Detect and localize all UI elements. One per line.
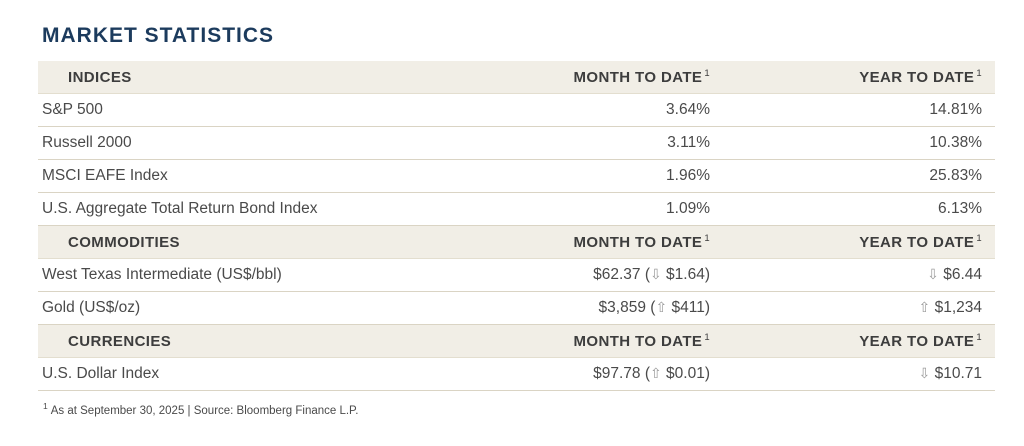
market-statistics-table: INDICES MONTH TO DATE 1 YEAR TO DATE 1 S&P 50… <box>38 61 995 391</box>
section-name: COMMODITIES <box>38 234 480 251</box>
ytd-value: 25.83% <box>710 167 995 185</box>
column-header-label: YEAR TO DATE <box>859 233 975 251</box>
table-row: West Texas Intermediate (US$/bbl) $62.37 … <box>38 259 995 292</box>
ytd-value: 6.13% <box>710 200 995 218</box>
row-label: U.S. Dollar Index <box>38 365 480 383</box>
page-title: MARKET STATISTICS <box>42 24 275 47</box>
column-header-label: MONTH TO DATE <box>573 68 703 86</box>
change-text: $6.44 <box>943 266 982 283</box>
ytd-value: ⇩ $10.71 <box>710 365 995 383</box>
value-text: 14.81% <box>929 101 982 118</box>
up-arrow-icon: ⇧ <box>655 300 668 316</box>
up-arrow-icon: ⇧ <box>918 300 931 316</box>
column-header-label: MONTH TO DATE <box>573 233 703 251</box>
footnote-marker: 1 <box>704 68 710 79</box>
table-row: MSCI EAFE Index 1.96% 25.83% <box>38 160 995 193</box>
ytd-value: ⇩ $6.44 <box>710 266 995 284</box>
column-header-label: MONTH TO DATE <box>573 332 703 350</box>
value-text: 3.64% <box>666 101 710 118</box>
footnote-marker: 1 <box>976 233 982 244</box>
row-label-text: West Texas Intermediate (US$/bbl) <box>42 266 282 283</box>
section-name: INDICES <box>38 69 480 86</box>
column-header-ytd: YEAR TO DATE 1 <box>710 69 995 86</box>
section-name: CURRENCIES <box>38 333 480 350</box>
column-header-label: YEAR TO DATE <box>859 68 975 86</box>
mtd-value: 1.09% <box>480 200 710 218</box>
footnote-marker: 1 <box>976 332 982 343</box>
ytd-value: ⇧ $1,234 <box>710 299 995 317</box>
column-header-ytd: YEAR TO DATE 1 <box>710 333 995 350</box>
change-text: $0.01 <box>666 365 705 382</box>
down-arrow-icon: ⇩ <box>918 366 931 382</box>
down-arrow-icon: ⇩ <box>649 267 662 283</box>
mtd-value: 3.64% <box>480 101 710 119</box>
table-row: U.S. Dollar Index $97.78 (⇧ $0.01) ⇩ $10.7… <box>38 358 995 391</box>
row-label-text: Gold (US$/oz) <box>42 299 141 316</box>
value-text: 10.38% <box>929 134 982 151</box>
row-label: Gold (US$/oz) <box>38 299 480 317</box>
row-label: MSCI EAFE Index <box>38 167 480 185</box>
value-text: 6.13% <box>938 200 982 217</box>
section-name-label: INDICES <box>68 68 132 86</box>
table-row: Gold (US$/oz) $3,859 (⇧ $411) ⇧ $1,234 <box>38 292 995 325</box>
mtd-value: $3,859 (⇧ $411) <box>598 299 710 316</box>
mtd-value: $97.78 (⇧ $0.01) <box>593 365 710 382</box>
section-name-label: COMMODITIES <box>68 233 180 251</box>
footnote-marker: 1 <box>976 68 982 79</box>
row-label-text: MSCI EAFE Index <box>42 167 168 184</box>
value-text: $97.78 <box>593 365 641 382</box>
mtd-value: 3.11% <box>480 134 710 152</box>
table-row: Russell 2000 3.11% 10.38% <box>38 127 995 160</box>
column-header-mtd: MONTH TO DATE 1 <box>480 69 710 86</box>
row-label-text: U.S. Aggregate Total Return Bond Index <box>42 200 318 217</box>
table-row: S&P 500 3.64% 14.81% <box>38 94 995 127</box>
column-header-label: YEAR TO DATE <box>859 332 975 350</box>
footnote-marker: 1 <box>704 233 710 244</box>
column-header-mtd: MONTH TO DATE 1 <box>480 333 710 350</box>
value-text: 1.96% <box>666 167 710 184</box>
row-label: Russell 2000 <box>38 134 480 152</box>
row-label-text: Russell 2000 <box>42 134 132 151</box>
change-text: $10.71 <box>934 365 982 382</box>
change-text: $1.64 <box>666 266 705 283</box>
up-arrow-icon: ⇧ <box>649 366 662 382</box>
column-header-ytd: YEAR TO DATE 1 <box>710 234 995 251</box>
row-label-text: S&P 500 <box>42 101 103 118</box>
mtd-value: $62.37 (⇩ $1.64) <box>593 266 710 283</box>
row-label: U.S. Aggregate Total Return Bond Index <box>38 200 480 218</box>
footnote: 1 As at September 30, 2025 | Source: Bloo… <box>43 401 358 417</box>
row-label-text: U.S. Dollar Index <box>42 365 160 382</box>
ytd-value: 14.81% <box>710 101 995 119</box>
down-arrow-icon: ⇩ <box>927 267 939 283</box>
value-text: 1.09% <box>666 200 710 217</box>
ytd-value: 10.38% <box>710 134 995 152</box>
change-text: $1,234 <box>934 299 982 316</box>
value-text: 3.11% <box>667 134 710 151</box>
table-row: U.S. Aggregate Total Return Bond Index 1.… <box>38 193 995 226</box>
value-text: $3,859 <box>598 299 646 316</box>
section-header: COMMODITIES MONTH TO DATE 1 YEAR TO DATE 1 <box>38 226 995 259</box>
footnote-marker: 1 <box>43 401 48 411</box>
value-text: $62.37 <box>593 266 641 283</box>
section-header: INDICES MONTH TO DATE 1 YEAR TO DATE 1 <box>38 61 995 94</box>
row-label: West Texas Intermediate (US$/bbl) <box>38 266 480 284</box>
value-text: 25.83% <box>929 167 982 184</box>
section-header: CURRENCIES MONTH TO DATE 1 YEAR TO DATE 1 <box>38 325 995 358</box>
footnote-text: As at September 30, 2025 | Source: Bloom… <box>50 405 359 417</box>
footnote-marker: 1 <box>704 332 710 343</box>
mtd-value: 1.96% <box>480 167 710 185</box>
change-text: $411 <box>671 299 705 316</box>
column-header-mtd: MONTH TO DATE 1 <box>480 234 710 251</box>
section-name-label: CURRENCIES <box>68 332 172 350</box>
row-label: S&P 500 <box>38 101 480 119</box>
